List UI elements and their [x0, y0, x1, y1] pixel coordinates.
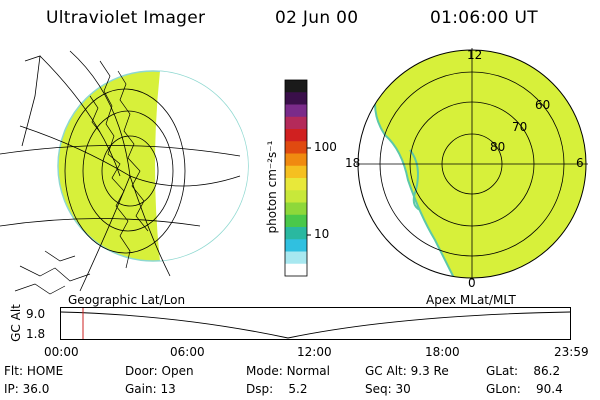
timeline-xtick-0000: 00:00: [44, 345, 79, 359]
colorbar-stripe: [285, 116, 307, 130]
colorbar-stripe: [285, 80, 307, 93]
colorbar-stripe: [285, 165, 307, 179]
altitude-timeline: [60, 307, 571, 340]
flt-label: Flt:: [4, 364, 23, 378]
terminator-edge: [374, 79, 461, 278]
apex-caption: Apex MLat/MLT: [426, 293, 516, 307]
status-gain: Gain: 13: [125, 382, 176, 396]
colorbar-stripe: [285, 202, 307, 216]
ip-label: IP:: [4, 382, 19, 396]
status-flt: Flt: HOME: [4, 364, 63, 378]
gcalt-value: 9.3 Re: [410, 364, 449, 378]
status-glat: GLat: 86.2: [486, 364, 560, 378]
colorbar-stripe: [285, 227, 307, 240]
mlat-label-80: 80: [490, 140, 506, 154]
gcalt-label: GC Alt:: [365, 364, 407, 378]
glat-label: GLat:: [486, 364, 519, 378]
colorbar: [284, 79, 311, 277]
time-label: 01:06:00 UT: [430, 8, 538, 28]
flt-value: HOME: [26, 364, 64, 378]
colorbar-frame: [284, 79, 308, 277]
mlat-label-60: 60: [535, 98, 551, 112]
geographic-caption: Geographic Lat/Lon: [68, 293, 186, 307]
unlit-region: [155, 71, 248, 261]
timeline-ytick-high: 9.0: [26, 307, 46, 321]
instrument-title: Ultraviolet Imager: [46, 8, 206, 28]
gain-label: Gain:: [125, 382, 157, 396]
mlat-label-70: 70: [512, 120, 528, 134]
polar-map: [356, 48, 588, 280]
status-dsp: Dsp: 5.2: [246, 382, 308, 396]
colorbar-stripe: [285, 239, 307, 252]
colorbar-stripe: [285, 153, 307, 167]
dsp-value: 5.2: [288, 382, 308, 396]
colorbar-unit-label: photon cm⁻²s⁻¹: [265, 140, 279, 234]
mlt-label-left: 18: [345, 156, 361, 170]
door-label: Door:: [125, 364, 158, 378]
mode-value: Normal: [286, 364, 330, 378]
altitude-curve: [60, 311, 571, 339]
timeline-axis-label: GC Alt: [9, 304, 23, 342]
ip-value: 36.0: [22, 382, 50, 396]
timeline-xtick-0600: 06:00: [170, 345, 205, 359]
status-ip: IP: 36.0: [4, 382, 49, 396]
aurora-lit-region: [375, 50, 586, 278]
colorbar-tick-label-10: 10: [314, 227, 330, 241]
glon-label: GLon:: [486, 382, 521, 396]
colorbar-stripe: [285, 129, 307, 142]
status-door: Door: Open: [125, 364, 194, 378]
glat-value: 86.2: [533, 364, 561, 378]
mlt-label-right: 6: [576, 156, 584, 170]
colorbar-tick-label-100: 100: [314, 140, 337, 154]
timeline-xtick-1800: 18:00: [425, 345, 460, 359]
colorbar-stripe: [285, 190, 307, 203]
colorbar-stripe: [285, 92, 307, 105]
gain-value: 13: [160, 382, 176, 396]
timeline-ytick-low: 1.8: [26, 327, 46, 341]
colorbar-stripe: [285, 141, 307, 154]
aurora-arc: [409, 149, 421, 211]
colorbar-stripe: [285, 214, 307, 228]
colorbar-stripe: [285, 178, 307, 191]
colorbar-stripe: [285, 251, 307, 265]
colorbar-stripe: [285, 104, 307, 118]
timeline-xtick-2359: 23:59: [554, 345, 589, 359]
timeline-frame: [60, 307, 571, 340]
colorbar-stripe: [285, 263, 307, 277]
glon-value: 90.4: [536, 382, 563, 396]
colorbar-stripes: [285, 80, 307, 277]
mlt-label-top: 12: [467, 48, 483, 62]
door-value: Open: [161, 364, 194, 378]
status-seq: Seq: 30: [365, 382, 411, 396]
status-gcalt: GC Alt: 9.3 Re: [365, 364, 449, 378]
geographic-map: [0, 50, 249, 295]
status-glon: GLon: 90.4: [486, 382, 563, 396]
seq-value: 30: [395, 382, 411, 396]
seq-label: Seq:: [365, 382, 392, 396]
mlt-label-bottom: 0: [468, 276, 476, 290]
coastlines: [14, 60, 149, 295]
dsp-label: Dsp:: [246, 382, 274, 396]
status-mode: Mode: Normal: [246, 364, 330, 378]
timeline-xtick-1200: 12:00: [297, 345, 332, 359]
mode-label: Mode:: [246, 364, 283, 378]
date-label: 02 Jun 00: [275, 8, 359, 28]
